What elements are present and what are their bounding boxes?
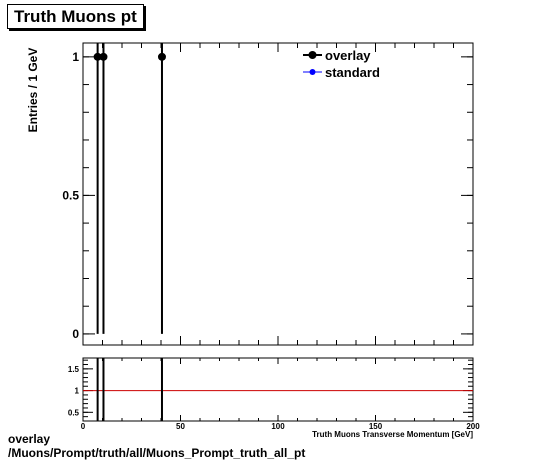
legend: overlay standard: [303, 48, 380, 80]
x-tick-label: 200: [466, 422, 480, 431]
main-plot-frame: [82, 42, 474, 346]
ratio-y-tick-label: 1.5: [68, 365, 80, 374]
overlay-point: [99, 52, 108, 61]
footer-label: overlay: [8, 432, 51, 446]
legend-label: overlay: [325, 48, 371, 63]
overlay-point: [157, 52, 166, 61]
x-tick-label: 0: [81, 422, 86, 431]
x-tick-label: 100: [271, 422, 285, 431]
ratio-plot-frame: [82, 357, 474, 422]
legend-label: standard: [325, 65, 380, 80]
x-tick-label: 150: [369, 422, 383, 431]
x-axis-label: Truth Muons Transverse Momentum [GeV]: [312, 430, 473, 439]
x-tick-label: 50: [176, 422, 185, 431]
y-tick-label: 0: [72, 327, 79, 341]
y-tick-label: 1: [72, 50, 79, 64]
footer-path: /Muons/Prompt/truth/all/Muons_Prompt_tru…: [8, 446, 306, 460]
y-tick-label: 0.5: [62, 188, 79, 202]
ratio-y-tick-label: 1: [75, 387, 80, 396]
legend-marker: [309, 69, 316, 75]
ratio-y-tick-label: 0.5: [68, 408, 80, 417]
legend-marker: [308, 51, 317, 59]
chart-title: Truth Muons pt: [7, 4, 144, 29]
overlay-point: [93, 52, 102, 61]
y-axis-label: Entries / 1 GeV: [26, 48, 40, 133]
